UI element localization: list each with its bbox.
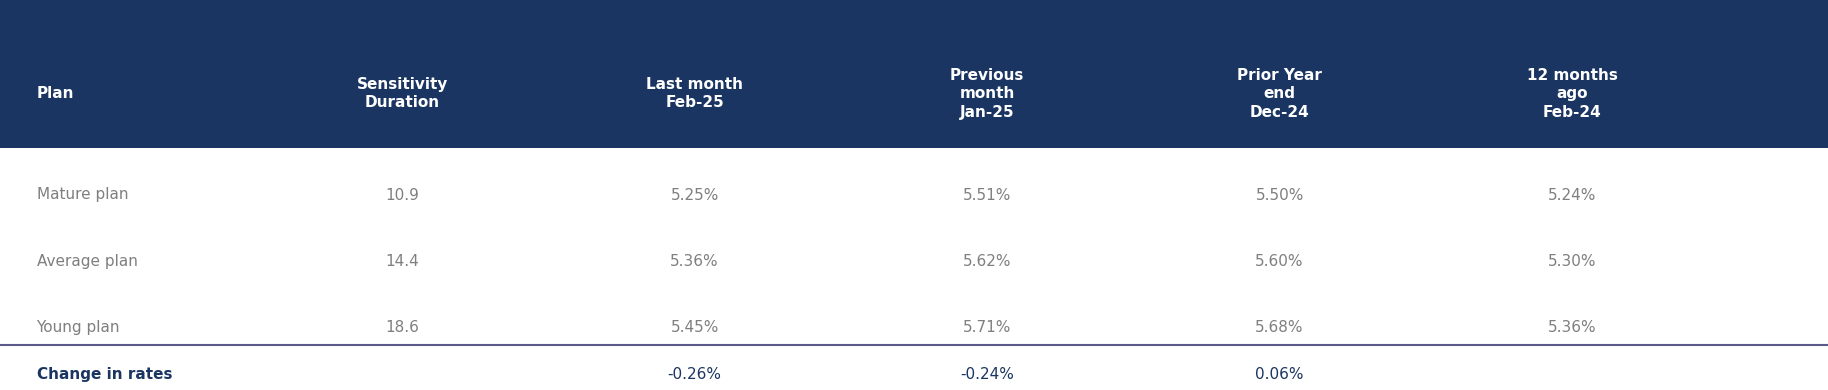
- Text: Average plan: Average plan: [37, 254, 137, 269]
- Text: 5.62%: 5.62%: [963, 254, 1011, 269]
- Text: 5.30%: 5.30%: [1548, 254, 1596, 269]
- Text: 5.50%: 5.50%: [1256, 188, 1303, 202]
- Text: Previous
month
Jan-25: Previous month Jan-25: [951, 67, 1024, 120]
- Text: Prior Year
end
Dec-24: Prior Year end Dec-24: [1238, 67, 1322, 120]
- Text: Young plan: Young plan: [37, 320, 121, 335]
- Text: 5.68%: 5.68%: [1256, 320, 1303, 335]
- Text: Change in rates: Change in rates: [37, 367, 172, 382]
- Text: Last month
Feb-25: Last month Feb-25: [645, 77, 744, 110]
- Text: 12 months
ago
Feb-24: 12 months ago Feb-24: [1526, 67, 1618, 120]
- Text: Sensitivity
Duration: Sensitivity Duration: [356, 77, 448, 110]
- FancyBboxPatch shape: [0, 0, 1828, 148]
- Text: -0.24%: -0.24%: [960, 367, 1015, 382]
- Text: Mature plan: Mature plan: [37, 188, 128, 202]
- Text: 5.45%: 5.45%: [671, 320, 718, 335]
- Text: 5.71%: 5.71%: [963, 320, 1011, 335]
- Text: 5.36%: 5.36%: [671, 254, 718, 269]
- Text: 10.9: 10.9: [386, 188, 419, 202]
- Text: 5.25%: 5.25%: [671, 188, 718, 202]
- Text: 14.4: 14.4: [386, 254, 419, 269]
- Text: -0.26%: -0.26%: [667, 367, 722, 382]
- Text: 5.36%: 5.36%: [1548, 320, 1596, 335]
- Text: 5.51%: 5.51%: [963, 188, 1011, 202]
- Text: 5.24%: 5.24%: [1548, 188, 1596, 202]
- Text: 5.60%: 5.60%: [1256, 254, 1303, 269]
- Text: Plan: Plan: [37, 86, 75, 101]
- Text: 18.6: 18.6: [386, 320, 419, 335]
- Text: 0.06%: 0.06%: [1256, 367, 1303, 382]
